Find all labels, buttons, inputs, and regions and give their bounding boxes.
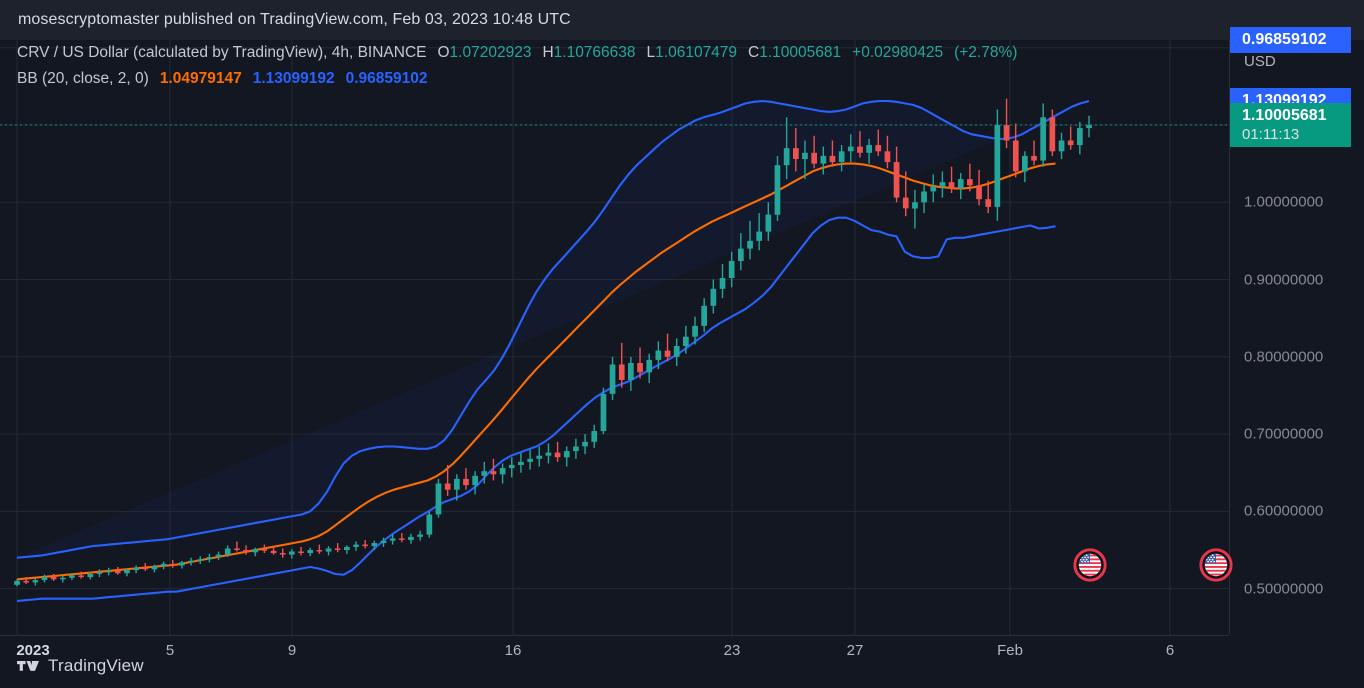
bar-countdown: 01:11:13 xyxy=(1242,125,1300,143)
publish-info-text: mosescryptomaster published on TradingVi… xyxy=(18,11,571,28)
chart-series-layer xyxy=(14,98,1092,603)
price-tick-label: 0.90000000 xyxy=(1244,271,1324,289)
time-tick-label: 23 xyxy=(723,642,741,659)
footer-bar: TradingView xyxy=(0,656,1364,688)
price-scale[interactable]: USD 1.200000001.100000001.000000000.9000… xyxy=(1229,27,1364,635)
us-flag-icon xyxy=(1199,548,1233,582)
badge-value: 0.96859102 xyxy=(1242,31,1327,48)
time-tick-label: 5 xyxy=(165,642,175,659)
economic-event-flag-us-2[interactable] xyxy=(1199,548,1233,582)
time-tick-label: 2023 xyxy=(16,642,50,659)
price-tick-label: 1.00000000 xyxy=(1244,193,1324,211)
chart-overlay-layer xyxy=(0,124,1229,126)
us-flag-icon xyxy=(1073,548,1107,582)
time-tick-label: 16 xyxy=(504,642,522,659)
time-tick-label: Feb xyxy=(997,642,1023,659)
tradingview-wordmark: TradingView xyxy=(48,656,144,675)
time-tick-label: 6 xyxy=(1165,642,1175,659)
time-scale[interactable]: 2023 5 9 16 23 27 Feb 6 xyxy=(0,635,1229,665)
price-scale-currency-label: USD xyxy=(1244,51,1280,72)
last-price-badge[interactable]: 1.10005681 01:11:13 xyxy=(1230,102,1351,147)
price-tick-label: 0.80000000 xyxy=(1244,348,1324,366)
tradingview-mark-icon xyxy=(17,660,39,671)
price-tick-label: 0.70000000 xyxy=(1244,425,1324,443)
time-tick-label: 9 xyxy=(287,642,297,659)
badge-value: 1.10005681 xyxy=(1242,106,1327,124)
price-tick-label: 0.60000000 xyxy=(1244,502,1324,520)
chart-gridlines xyxy=(0,40,1229,635)
price-tick-label: 0.50000000 xyxy=(1244,580,1324,598)
economic-event-flag-us-1[interactable] xyxy=(1073,548,1107,582)
time-tick-label: 27 xyxy=(846,642,864,659)
tradingview-logo[interactable]: TradingView xyxy=(17,656,144,676)
publish-banner: mosescryptomaster published on TradingVi… xyxy=(0,0,1364,40)
chart-plot-area[interactable] xyxy=(0,40,1229,635)
bb-lower-badge[interactable]: 0.96859102 xyxy=(1230,27,1351,53)
